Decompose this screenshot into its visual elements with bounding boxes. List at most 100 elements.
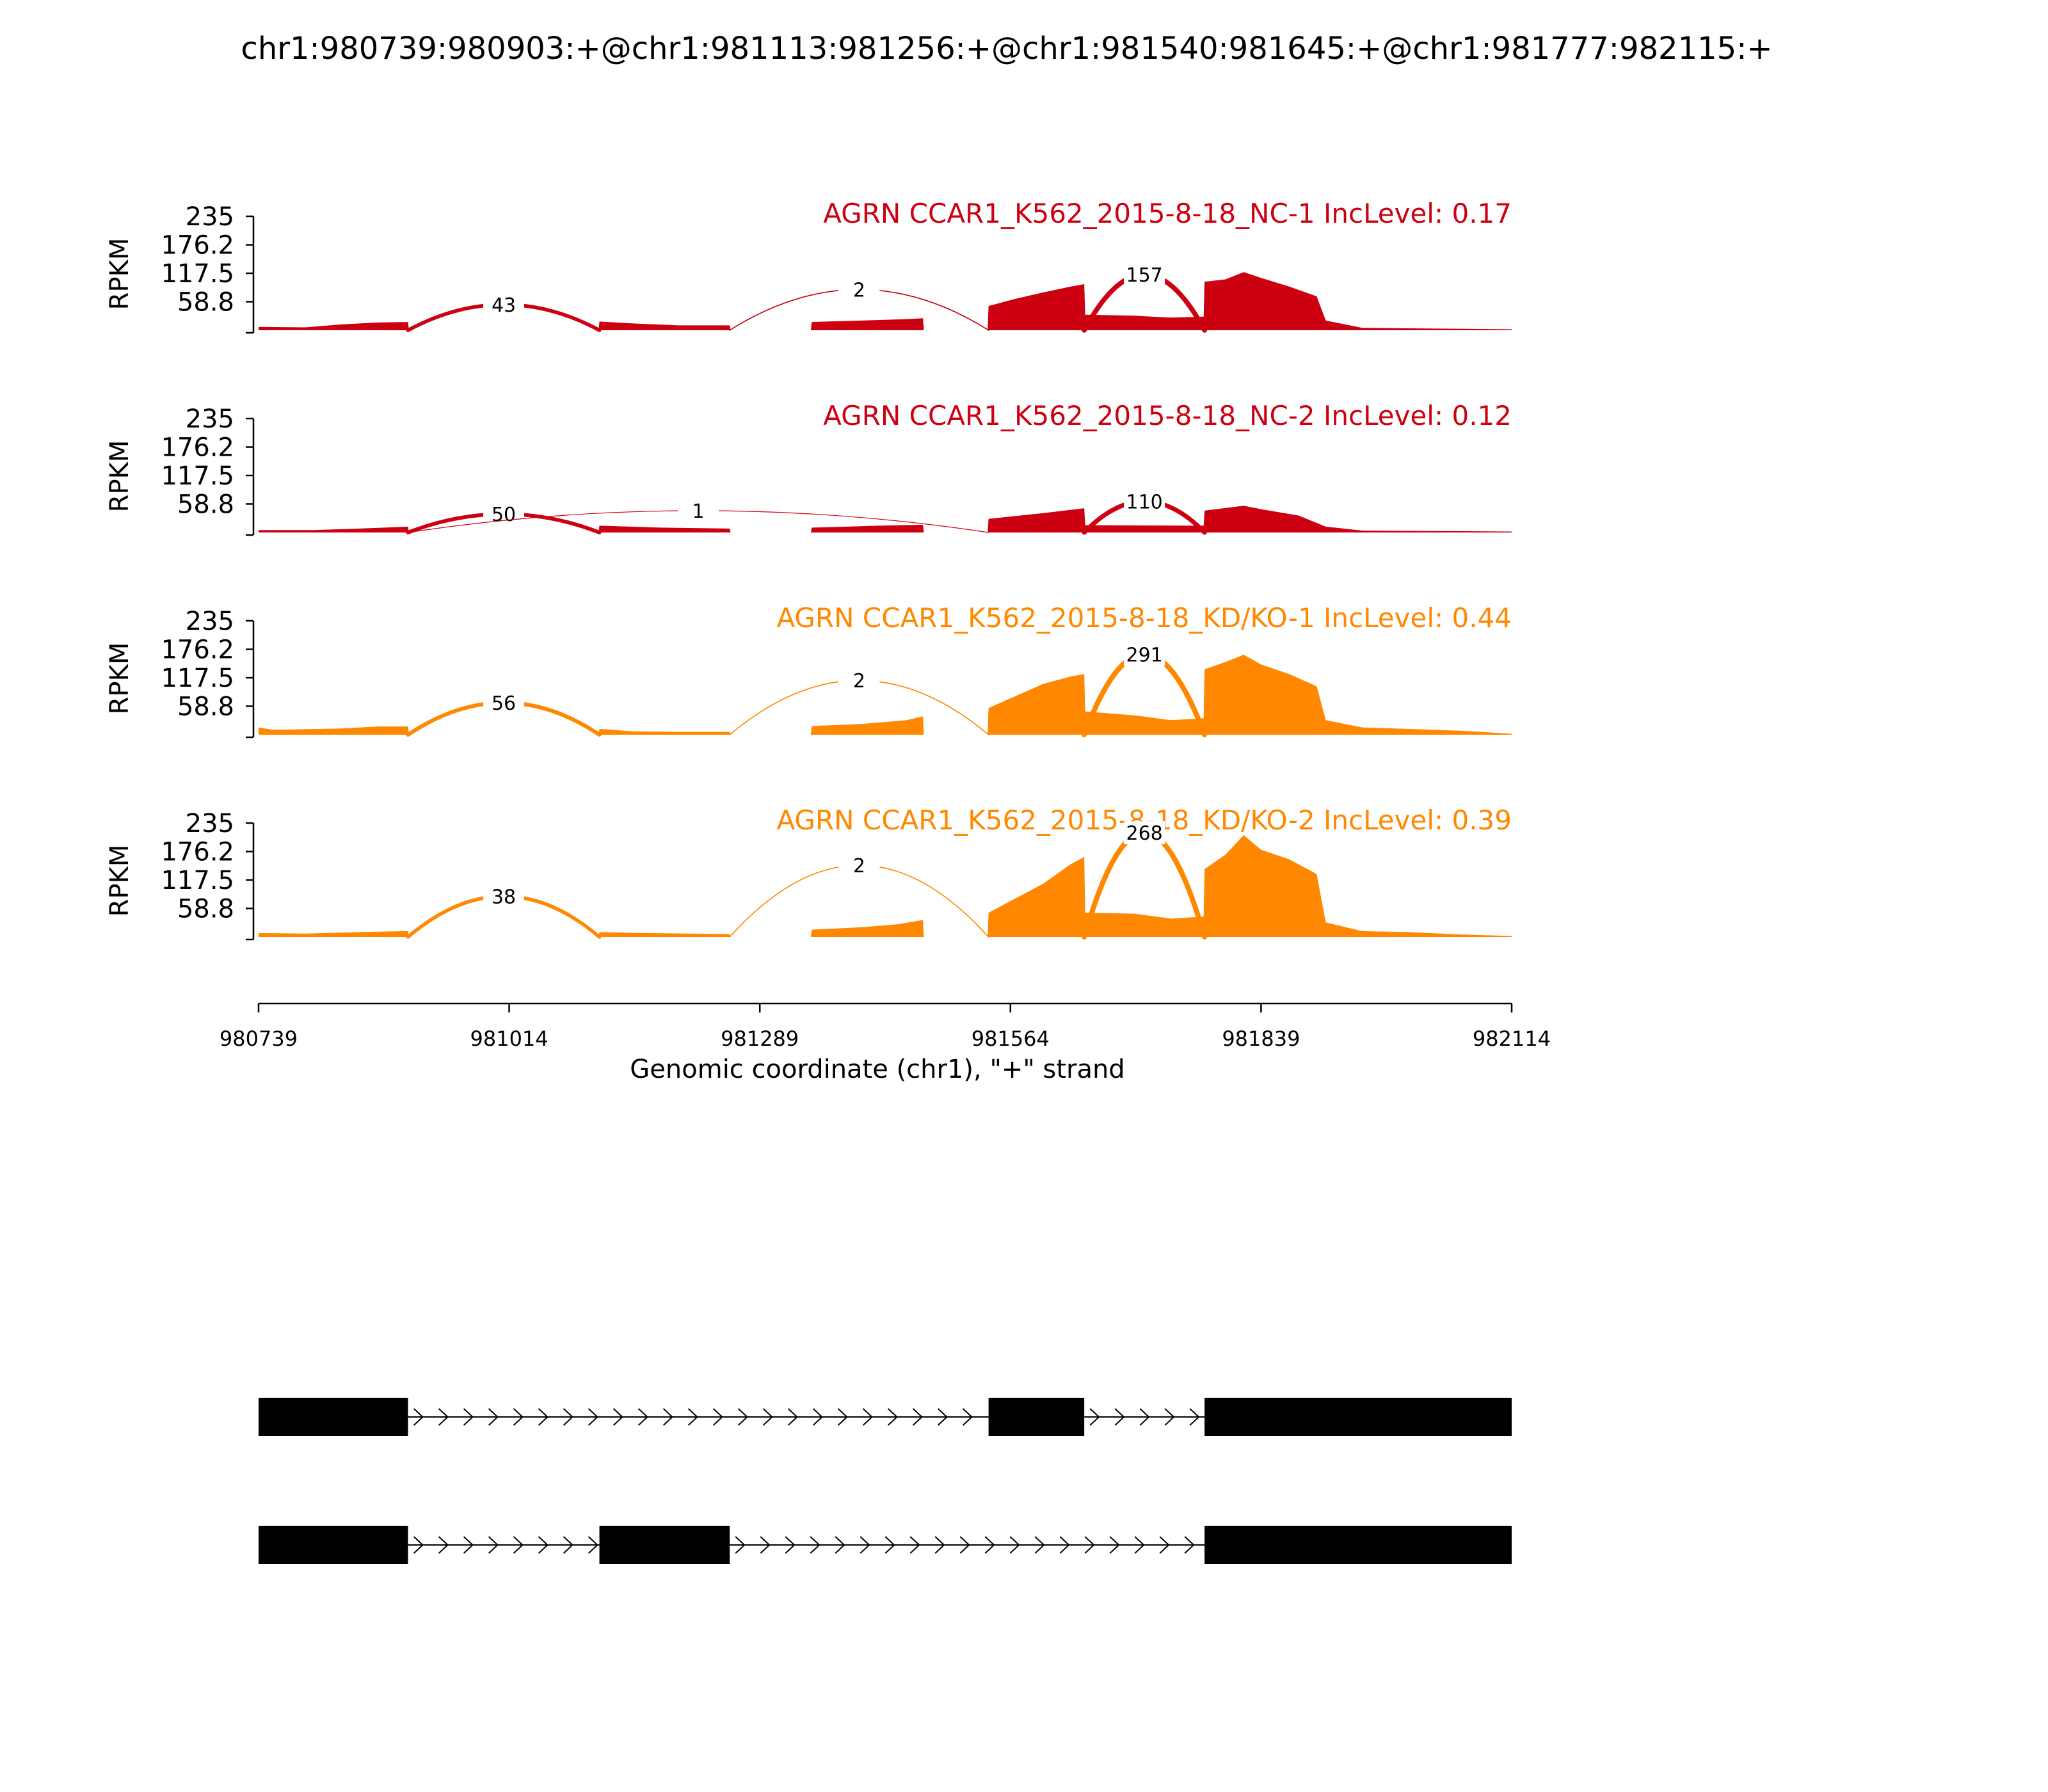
y-tick-label: 235 — [186, 202, 234, 232]
y-tick-label: 235 — [186, 404, 234, 434]
x-axis: 980739 981014 981289 981564 981839 982114 — [220, 1002, 1551, 1051]
y-tick-label: 235 — [186, 809, 234, 838]
y-tick-label: 58.8 — [177, 490, 234, 519]
strand-arrow — [860, 1536, 870, 1554]
x-tick-label: 981839 — [1222, 1027, 1300, 1051]
strand-arrow — [1189, 1408, 1200, 1426]
junction-count-label: 56 — [492, 692, 516, 715]
junction-count-label: 50 — [492, 504, 516, 526]
strand-arrow — [637, 1408, 649, 1426]
y-tick-label: 117.5 — [161, 664, 234, 693]
strand-arrow — [785, 1536, 796, 1554]
strand-arrow — [1059, 1536, 1070, 1554]
exon-block — [599, 1526, 730, 1564]
strand-arrow — [1089, 1408, 1100, 1426]
exon-block — [988, 1398, 1085, 1436]
strand-arrow — [1009, 1536, 1020, 1554]
strand-arrow — [1084, 1536, 1095, 1554]
strand-arrow — [934, 1536, 945, 1554]
strand-arrow — [513, 1408, 524, 1426]
strand-arrow — [612, 1408, 624, 1426]
x-tick-label: 981289 — [721, 1027, 799, 1051]
strand-arrow — [438, 1536, 449, 1554]
strand-arrow — [1109, 1536, 1120, 1554]
y-tick-label: 176.2 — [161, 636, 234, 665]
x-tick-label: 982114 — [1473, 1027, 1551, 1051]
junction-count-label: 110 — [1126, 492, 1162, 514]
junction-count-label: 38 — [492, 886, 516, 908]
junction-count-label: 291 — [1126, 644, 1162, 666]
x-tick-label: 980739 — [220, 1027, 298, 1051]
strand-arrow — [737, 1408, 749, 1426]
strand-arrow — [488, 1536, 499, 1554]
y-tick-label: 176.2 — [161, 838, 234, 867]
strand-arrow — [812, 1408, 824, 1426]
strand-arrow — [588, 1536, 599, 1554]
isoform-2 — [259, 1526, 1512, 1564]
y-tick-label: 235 — [186, 607, 234, 636]
strand-arrow — [1114, 1408, 1125, 1426]
junction-count-label: 2 — [853, 279, 865, 301]
strand-arrow — [835, 1536, 845, 1554]
y-tick-label: 117.5 — [161, 259, 234, 289]
strand-arrow — [1184, 1536, 1195, 1554]
strand-arrow — [413, 1408, 424, 1426]
panel-label: AGRN CCAR1_K562_2015-8-18_NC-1 IncLevel:… — [823, 198, 1512, 229]
exon-block — [1204, 1398, 1512, 1436]
strand-arrow — [563, 1408, 574, 1426]
junction-label-bg — [838, 278, 880, 301]
strand-arrow — [862, 1408, 874, 1426]
coverage-area — [259, 272, 1512, 330]
strand-arrow — [488, 1408, 499, 1426]
panel-label: AGRN CCAR1_K562_2015-8-18_KD/KO-1 IncLev… — [776, 602, 1512, 634]
strand-arrow — [1159, 1536, 1170, 1554]
junction-label-bg — [838, 853, 880, 877]
junction-label-bg — [483, 884, 525, 908]
strand-arrow — [735, 1536, 746, 1554]
strand-arrow — [912, 1408, 924, 1426]
exon-block — [259, 1526, 408, 1564]
strand-arrow — [662, 1408, 674, 1426]
strand-arrow — [787, 1408, 799, 1426]
junction-count-label: 2 — [853, 855, 865, 877]
panel-label: AGRN CCAR1_K562_2015-8-18_NC-2 IncLevel:… — [823, 400, 1512, 431]
isoform-1 — [259, 1398, 1512, 1436]
junction-label-bg — [1124, 490, 1165, 513]
strand-arrow — [984, 1536, 995, 1554]
strand-arrow — [760, 1536, 771, 1554]
strand-arrow — [1139, 1408, 1150, 1426]
strand-arrow — [837, 1408, 849, 1426]
strand-arrow — [463, 1536, 474, 1554]
junction-count-label: 43 — [492, 294, 516, 317]
y-axis-label: RPKM — [105, 643, 134, 715]
strand-arrow — [687, 1408, 699, 1426]
strand-arrow — [762, 1408, 774, 1426]
exon-block — [259, 1398, 408, 1436]
junction-label-bg — [678, 499, 719, 522]
y-tick-label: 117.5 — [161, 461, 234, 491]
strand-arrow — [538, 1536, 549, 1554]
strand-arrow — [563, 1536, 574, 1554]
strand-arrow — [909, 1536, 920, 1554]
junction-label-bg — [838, 669, 880, 692]
strand-arrow — [413, 1536, 424, 1554]
y-tick-label: 117.5 — [161, 866, 234, 895]
junction-label-bg — [1124, 643, 1165, 666]
y-axis-label: RPKM — [105, 845, 134, 917]
strand-arrow — [1034, 1536, 1045, 1554]
strand-arrow — [438, 1408, 449, 1426]
y-axis-label: RPKM — [105, 440, 134, 513]
coverage-area — [259, 835, 1512, 937]
strand-arrow — [887, 1408, 899, 1426]
strand-arrow — [513, 1536, 524, 1554]
y-tick-label: 58.8 — [177, 894, 234, 924]
y-tick-label: 176.2 — [161, 433, 234, 463]
junction-count-label: 157 — [1126, 264, 1162, 287]
junction-count-label: 1 — [692, 500, 705, 523]
junction-label-bg — [1124, 821, 1165, 845]
